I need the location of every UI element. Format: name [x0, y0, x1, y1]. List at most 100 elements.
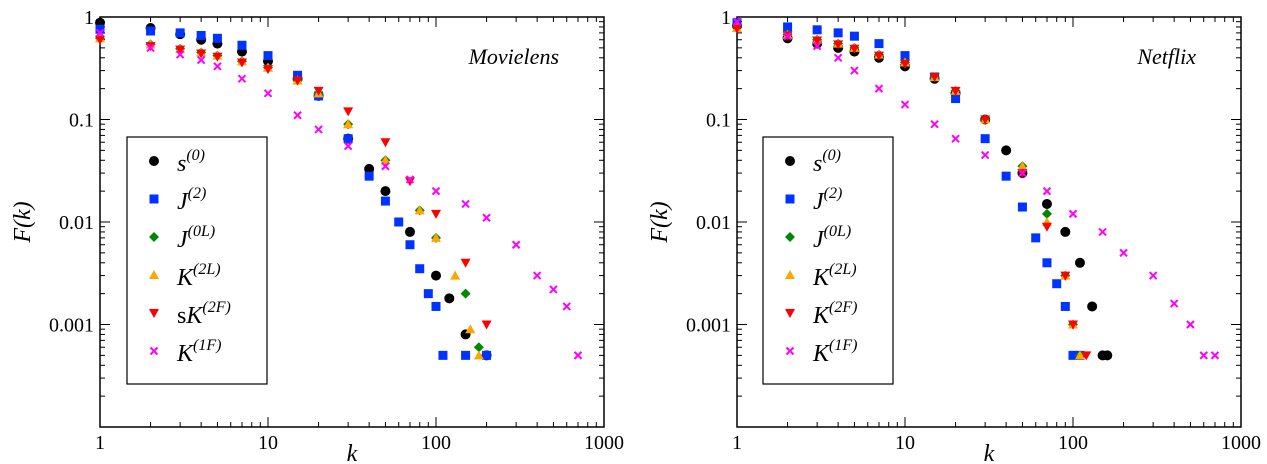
data-point — [313, 86, 324, 96]
y-tick-label: 0.01 — [59, 212, 94, 234]
series-6 — [732, 17, 1220, 360]
data-point — [1041, 222, 1052, 232]
data-point — [573, 351, 583, 360]
data-point — [237, 40, 247, 50]
data-point — [511, 240, 521, 249]
data-point — [980, 134, 990, 144]
x-tick-label: 1000 — [584, 432, 624, 454]
data-point — [237, 74, 247, 83]
dataset-title: Netflix — [1136, 44, 1196, 69]
legend-label: sK(2F) — [177, 299, 231, 329]
data-point — [146, 43, 155, 53]
data-point — [849, 44, 860, 54]
data-point — [444, 293, 455, 304]
data-point — [314, 125, 323, 134]
data-point — [293, 111, 302, 120]
data-point — [465, 324, 476, 334]
y-tick-label: 1 — [721, 7, 731, 29]
legend-label: K(1F) — [176, 337, 221, 367]
legend-label: s(0) — [813, 147, 841, 177]
legend-marker — [149, 346, 159, 356]
data-point — [146, 26, 156, 36]
legend: s(0) J(2) J(0L) K(2L) K(2F) K(1F) — [762, 136, 894, 385]
x-tick-label: 10 — [258, 432, 278, 454]
data-point — [405, 175, 415, 184]
legend-marker — [785, 270, 795, 279]
data-point — [1199, 351, 1208, 360]
data-point — [1001, 171, 1011, 181]
data-point — [1031, 233, 1041, 243]
data-point — [461, 199, 470, 209]
data-point — [1102, 350, 1113, 361]
data-point — [404, 177, 415, 187]
data-point — [929, 72, 940, 82]
legend-label: K(2F) — [812, 299, 857, 329]
data-point — [812, 41, 822, 51]
data-point — [263, 65, 273, 75]
data-point — [438, 350, 448, 360]
data-point — [1119, 248, 1128, 258]
x-tick-label: 1000 — [1221, 432, 1261, 454]
legend-box — [126, 136, 268, 385]
legend-label: J(0L) — [177, 223, 215, 253]
legend-marker — [785, 232, 795, 242]
data-point — [833, 40, 844, 50]
data-point — [1169, 299, 1179, 308]
data-point — [431, 301, 441, 311]
legend-label: J(2) — [177, 185, 206, 215]
data-point — [213, 62, 222, 71]
data-point — [95, 28, 105, 38]
series-2 — [95, 24, 492, 360]
chart-panel-2: 1 10 100 1000 1 0.1 0.01 0.001 k F(k) Netflix s(0) J… — [647, 7, 1261, 464]
data-point — [732, 17, 742, 26]
legend-label: J(0L) — [813, 223, 851, 253]
y-tick-label: 0.001 — [686, 315, 731, 337]
data-point — [562, 302, 571, 311]
legend: s(0) J(2) J(0L) K(2L) sK(2F) K(1F) — [126, 136, 268, 385]
legend-marker — [785, 309, 795, 318]
data-point — [1068, 320, 1078, 330]
data-point — [1068, 350, 1078, 360]
data-point — [381, 162, 390, 171]
data-point — [900, 100, 910, 109]
data-point — [1098, 227, 1107, 237]
data-point — [1060, 226, 1071, 237]
legend-marker — [149, 194, 159, 204]
data-point — [473, 350, 484, 360]
data-point — [431, 186, 441, 196]
y-axis-title: F(k) — [647, 201, 673, 243]
data-point — [532, 271, 542, 280]
data-point — [431, 232, 441, 242]
data-point — [473, 342, 484, 353]
data-point — [812, 25, 822, 35]
legend-label: K(2L) — [176, 261, 221, 291]
data-point — [950, 86, 961, 96]
data-point — [95, 24, 105, 34]
legend-label: s(0) — [177, 147, 205, 177]
data-point — [196, 55, 206, 65]
data-point — [732, 24, 742, 34]
data-point — [394, 217, 404, 227]
data-point — [175, 28, 185, 38]
data-point — [900, 59, 910, 69]
x-axis-title: k — [347, 441, 358, 464]
data-point — [849, 31, 859, 41]
data-point — [1001, 145, 1012, 156]
data-point — [196, 30, 206, 40]
data-point — [364, 163, 375, 174]
data-point — [951, 94, 961, 104]
y-tick-label: 0.1 — [69, 110, 94, 132]
data-point — [415, 264, 425, 274]
legend-marker — [149, 232, 159, 242]
axis-ticks — [99, 16, 605, 428]
data-point — [481, 320, 492, 330]
data-point — [404, 226, 415, 237]
data-point — [175, 50, 185, 59]
data-point — [783, 31, 792, 41]
data-point — [380, 138, 391, 148]
data-point — [461, 350, 471, 360]
x-tick-label: 100 — [421, 432, 451, 454]
data-point — [783, 22, 793, 32]
data-point — [405, 240, 415, 250]
